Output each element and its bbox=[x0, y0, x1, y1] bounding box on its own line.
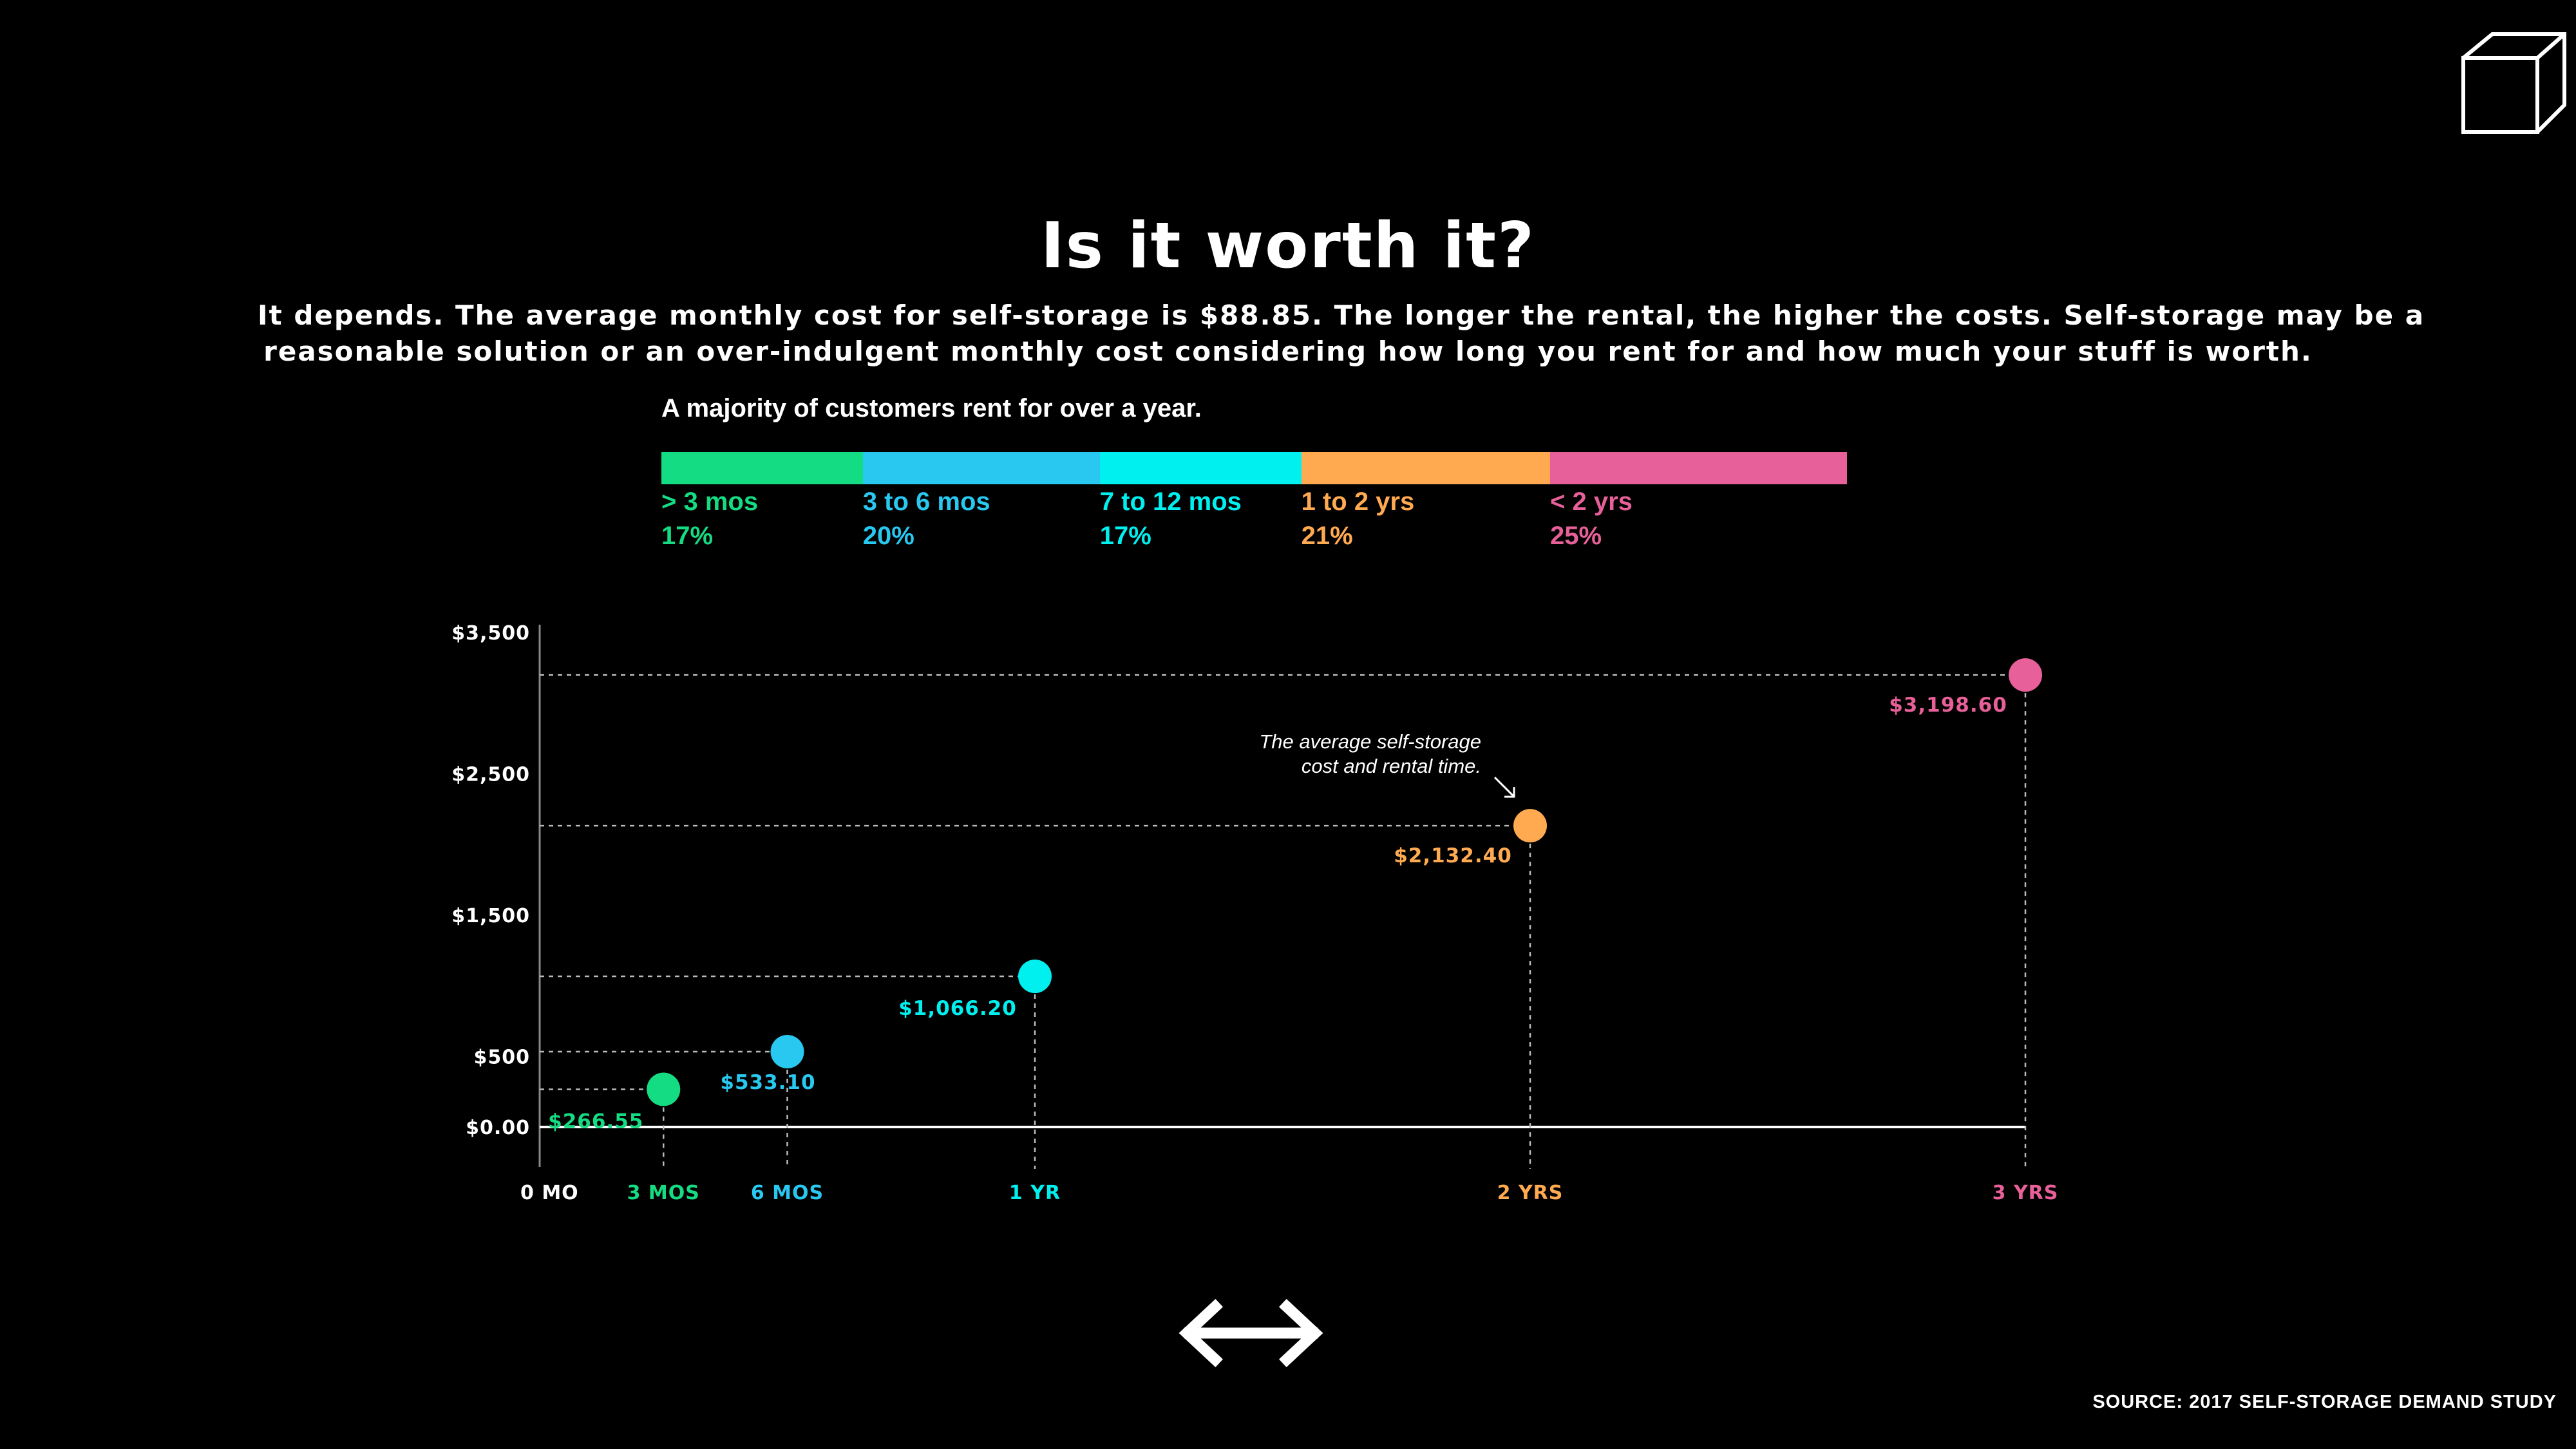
distribution-label: 1 to 2 yrs bbox=[1301, 488, 1415, 516]
annotation-line-1: The average self-storage bbox=[1259, 730, 1481, 753]
y-tick-label: $0.00 bbox=[466, 1117, 530, 1139]
cost-over-time-chart: $0.00 $500 $1,500 $2,500 $3,500 0 MO $266.55 3 … bbox=[451, 622, 2059, 1204]
data-point bbox=[1513, 809, 1547, 843]
distribution-label: < 2 yrs bbox=[1550, 488, 1633, 516]
distribution-segment bbox=[1550, 452, 1847, 484]
subtitle-line-2: reasonable solution or an over-indulgent… bbox=[263, 336, 2313, 367]
distribution-percent: 20% bbox=[862, 522, 914, 550]
data-point bbox=[2009, 658, 2042, 692]
data-value-label: $533.10 bbox=[720, 1071, 815, 1094]
subtitle-line-1: It depends. The average monthly cost for… bbox=[258, 299, 2425, 331]
distribution-heading: A majority of customers rent for over a … bbox=[661, 394, 1202, 422]
distribution-percent: 17% bbox=[1099, 522, 1151, 550]
annotation-line-2: cost and rental time. bbox=[1301, 755, 1481, 777]
y-tick-label: $500 bbox=[474, 1046, 531, 1068]
distribution-percent: 17% bbox=[661, 522, 714, 550]
y-tick-label: $3,500 bbox=[451, 622, 530, 645]
data-value-label: $2,132.40 bbox=[1394, 844, 1512, 867]
data-value-label: $3,198.60 bbox=[1889, 694, 2007, 717]
distribution-label: 7 to 12 mos bbox=[1099, 488, 1242, 516]
x-tick-label: 3 MOS bbox=[627, 1182, 700, 1204]
annotation-arrow-head bbox=[1504, 787, 1515, 798]
distribution-segment bbox=[661, 452, 864, 484]
page-title: Is it worth it? bbox=[1041, 209, 1535, 283]
x-tick-label: 3 YRS bbox=[1993, 1182, 2059, 1204]
data-value-label: $1,066.20 bbox=[898, 997, 1017, 1020]
x-tick-label: 1 YR bbox=[1009, 1182, 1061, 1204]
left-right-arrows-icon[interactable] bbox=[1175, 1298, 1327, 1368]
box-logo-icon bbox=[2461, 32, 2566, 134]
x-tick-label: 2 YRS bbox=[1497, 1182, 1564, 1204]
data-value-label: $266.55 bbox=[548, 1110, 643, 1133]
x-origin-label: 0 MO bbox=[520, 1182, 579, 1204]
distribution-segment bbox=[862, 452, 1101, 484]
distribution-label: 3 to 6 mos bbox=[862, 488, 990, 516]
y-tick-label: $2,500 bbox=[451, 763, 530, 786]
data-point bbox=[770, 1035, 804, 1069]
distribution-label: > 3 mos bbox=[661, 488, 759, 516]
data-point bbox=[647, 1072, 681, 1106]
average-annotation: The average self-storage cost and rental… bbox=[1114, 730, 1481, 779]
source-credit: SOURCE: 2017 SELF-STORAGE DEMAND STUDY bbox=[2092, 1392, 2557, 1412]
distribution-segment bbox=[1301, 452, 1551, 484]
distribution-segment bbox=[1099, 452, 1302, 484]
annotation-arrow-shaft bbox=[1493, 777, 1515, 798]
distribution-percent: 21% bbox=[1301, 522, 1353, 550]
y-tick-label: $1,500 bbox=[451, 905, 530, 927]
distribution-percent: 25% bbox=[1550, 522, 1602, 550]
x-tick-label: 6 MOS bbox=[751, 1182, 824, 1204]
page-subtitle: It depends. The average monthly cost for… bbox=[258, 298, 2425, 370]
data-point bbox=[1018, 960, 1052, 994]
